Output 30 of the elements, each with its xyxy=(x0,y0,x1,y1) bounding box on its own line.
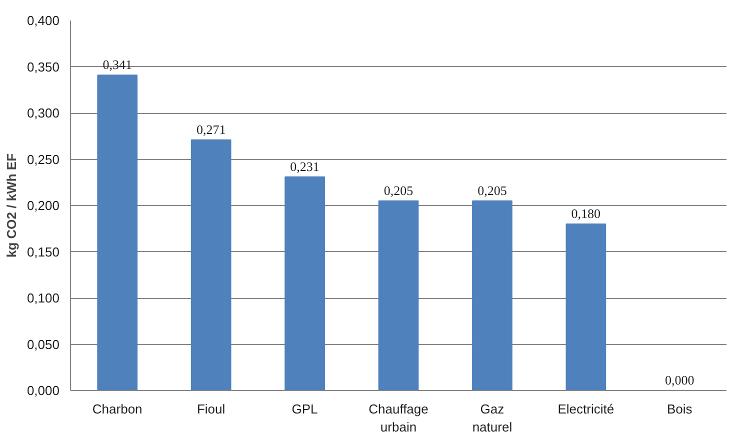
y-tick-label: 0,000 xyxy=(26,383,60,398)
y-tick-label: 0,050 xyxy=(26,336,60,352)
bar xyxy=(566,224,606,390)
data-label: 0,000 xyxy=(665,372,694,388)
y-tick-label: 0,300 xyxy=(26,106,60,120)
x-tick-label: GPL xyxy=(292,402,318,416)
bar xyxy=(284,176,325,390)
y-tick-label: 0,200 xyxy=(26,198,60,213)
x-tick-label: Chauffage urbain xyxy=(368,402,428,434)
x-tick-label: Bois xyxy=(667,402,693,416)
y-tick-label: 0,100 xyxy=(26,290,60,306)
bar xyxy=(378,200,419,390)
x-tick-label: Charbon xyxy=(92,402,142,416)
y-tick-label: 0,250 xyxy=(26,152,60,167)
data-label: 0,180 xyxy=(571,206,601,221)
y-tick-label: 0,400 xyxy=(26,13,60,28)
data-label: 0,205 xyxy=(384,182,414,198)
data-label: 0,271 xyxy=(196,122,226,137)
bar xyxy=(472,200,512,390)
data-label: 0,205 xyxy=(478,182,507,198)
x-tick-label: Gaz naturel xyxy=(472,402,512,434)
data-label: 0,341 xyxy=(102,57,132,72)
bar xyxy=(190,139,232,390)
y-axis-title: kg CO2 / kWh EF xyxy=(4,153,19,258)
data-label: 0,231 xyxy=(290,158,320,174)
x-tick-label: Fioul xyxy=(196,402,226,416)
bar xyxy=(97,74,138,390)
x-tick-label: Electricité xyxy=(558,402,614,416)
y-tick-label: 0,350 xyxy=(26,59,60,74)
y-tick-label: 0,150 xyxy=(26,244,60,260)
